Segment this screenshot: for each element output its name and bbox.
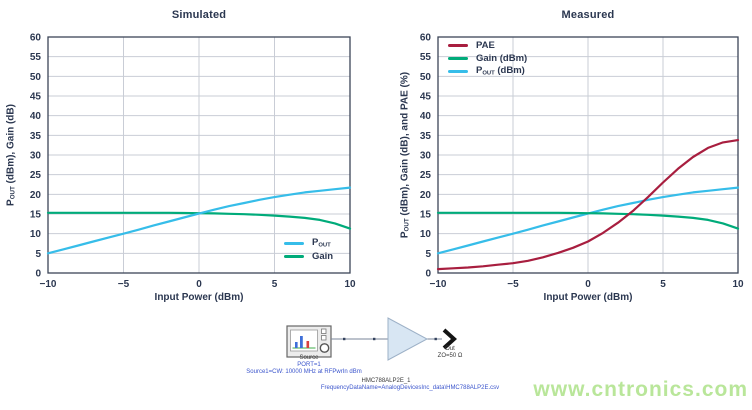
legend-item: PAE — [448, 39, 527, 51]
legend-label: PAE — [476, 39, 495, 51]
legend-label: POUT (dBm) — [476, 65, 525, 77]
source-port-label: PORT=1 — [297, 362, 321, 368]
legend-item: POUT (dBm) — [448, 65, 527, 77]
out-impedance-label: ZO=50 Ω — [437, 353, 463, 359]
legend: POUT Gain — [284, 237, 334, 262]
legend-swatch — [448, 43, 468, 47]
legend-swatch — [448, 69, 468, 73]
legend-item: POUT — [284, 237, 333, 249]
amplifier-icon — [387, 317, 429, 361]
legend-swatch — [448, 56, 468, 60]
legend: PAE Gain (dBm) POUT (dBm) — [448, 39, 528, 77]
wire — [331, 337, 442, 341]
schematic-drawing — [286, 317, 457, 361]
source-parameter: Source1=CW: 10000 MHz at RFPwrIn dBm — [246, 369, 362, 375]
watermark: www.cntronics.com — [533, 378, 748, 401]
source-label: Source — [299, 355, 319, 361]
x-axis-label: Input Power (dBm) — [154, 292, 244, 303]
out-label: Out — [445, 346, 455, 352]
legend-item: Gain (dBm) — [448, 52, 528, 64]
chart-title: Simulated — [171, 9, 227, 21]
legend-label: POUT — [312, 237, 331, 249]
amplifier-parameter: FrequencyDataName=AnalogDevicesInc_data\… — [320, 385, 500, 391]
signal-source-icon — [286, 325, 332, 358]
chart-title: Measured — [561, 9, 615, 21]
amplifier-name: HMC788ALP2E_1 — [361, 378, 411, 384]
legend-swatch — [284, 254, 304, 258]
output-port-icon — [442, 328, 457, 350]
legend-label: Gain (dBm) — [476, 52, 528, 64]
legend-label: Gain — [312, 250, 334, 262]
legend-swatch — [284, 241, 304, 245]
x-axis-label: Input Power (dBm) — [543, 292, 633, 303]
legend-item: Gain — [284, 250, 334, 262]
